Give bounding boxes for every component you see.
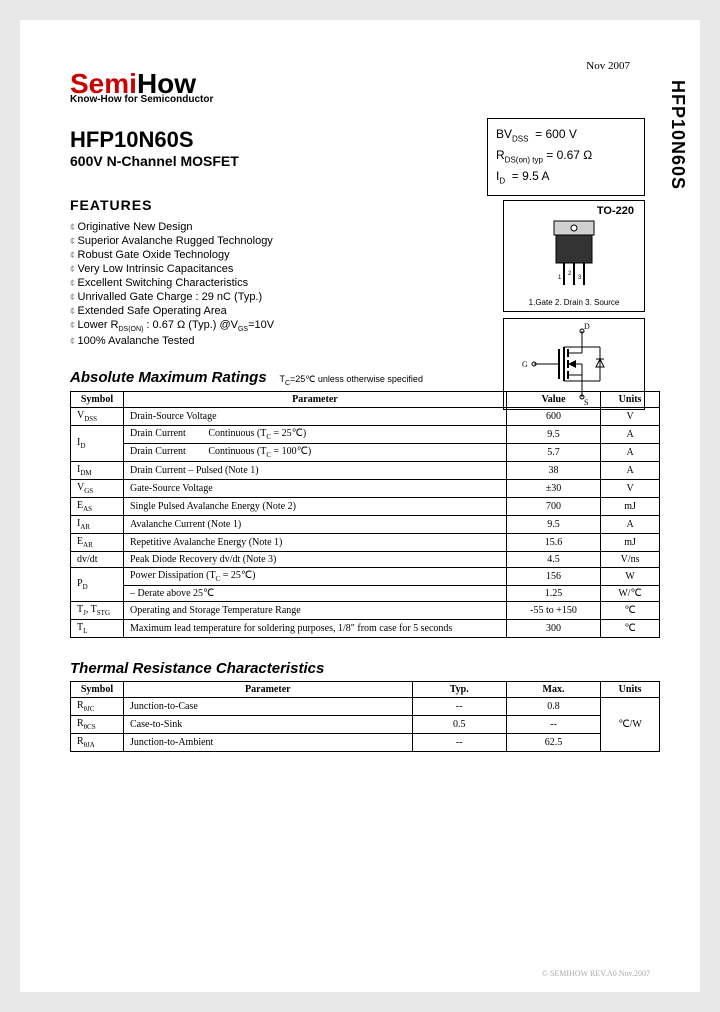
svg-text:3: 3 xyxy=(578,275,582,281)
cell: Maximum lead temperature for soldering p… xyxy=(124,619,507,637)
svg-text:D: D xyxy=(584,322,590,331)
cell: TJ, TSTG xyxy=(71,601,124,619)
cell: Junction-to-Case xyxy=(124,697,413,715)
cell: Drain Current – Pulsed (Note 1) xyxy=(124,461,507,479)
cell: Drain Current Continuous (TC = 25℃) xyxy=(124,425,507,443)
cell: 9.5 xyxy=(506,425,600,443)
spec-id: ID = 9.5 A xyxy=(496,167,636,188)
cell: EAS xyxy=(71,497,124,515)
logo-tagline: Know-How for Semiconductor xyxy=(70,94,660,105)
cell: RθJA xyxy=(71,733,124,751)
cell: VDSS xyxy=(71,407,124,425)
cell: Single Pulsed Avalanche Energy (Note 2) xyxy=(124,497,507,515)
mosfet-symbol-box: D S G xyxy=(503,318,645,410)
amr-heading: Absolute Maximum Ratings xyxy=(70,369,267,386)
cell: 62.5 xyxy=(506,733,600,751)
spec-rdson: RDS(on) typ = 0.67 Ω xyxy=(496,146,636,167)
cell: 5.7 xyxy=(506,443,600,461)
cell: -55 to +150 xyxy=(506,601,600,619)
svg-text:S: S xyxy=(584,398,588,407)
col-parameter: Parameter xyxy=(124,391,507,407)
svg-text:G: G xyxy=(522,360,528,369)
cell: RθJC xyxy=(71,697,124,715)
pin-labels: 1.Gate 2. Drain 3. Source xyxy=(504,298,644,307)
cell: 4.5 xyxy=(506,551,600,567)
cell: VGS xyxy=(71,479,124,497)
amr-condition: TC=25℃ unless otherwise specified xyxy=(279,374,423,384)
package-name: TO-220 xyxy=(597,205,634,217)
doc-date: Nov 2007 xyxy=(586,60,630,72)
cell: Repetitive Avalanche Energy (Note 1) xyxy=(124,533,507,551)
thermal-section: Thermal Resistance Characteristics xyxy=(70,660,660,677)
cell: -- xyxy=(412,733,506,751)
cell: A xyxy=(601,425,660,443)
cell: 0.8 xyxy=(506,697,600,715)
cell: Power Dissipation (TC = 25℃) xyxy=(124,567,507,585)
cell: V xyxy=(601,479,660,497)
cell: ID xyxy=(71,425,124,461)
side-part-number: HFP10N60S xyxy=(667,80,688,190)
col-parameter: Parameter xyxy=(124,681,413,697)
page-footer: © SEMIHOW REV.A0 Nov.2007 xyxy=(542,969,650,978)
cell: TL xyxy=(71,619,124,637)
cell: Operating and Storage Temperature Range xyxy=(124,601,507,619)
cell: 156 xyxy=(506,567,600,585)
svg-text:1: 1 xyxy=(558,275,562,281)
cell: mJ xyxy=(601,497,660,515)
cell: Case-to-Sink xyxy=(124,715,413,733)
cell: Peak Diode Recovery dv/dt (Note 3) xyxy=(124,551,507,567)
cell: IAR xyxy=(71,515,124,533)
cell: PD xyxy=(71,567,124,601)
to220-icon: 1 2 3 xyxy=(534,215,614,293)
cell: W/℃ xyxy=(601,585,660,601)
cell: V/ns xyxy=(601,551,660,567)
cell: Drain Current Continuous (TC = 100℃) xyxy=(124,443,507,461)
cell: -- xyxy=(412,697,506,715)
cell: A xyxy=(601,461,660,479)
cell: W xyxy=(601,567,660,585)
col-units: Units xyxy=(601,681,660,697)
cell: ±30 xyxy=(506,479,600,497)
cell: 300 xyxy=(506,619,600,637)
cell: dv/dt xyxy=(71,551,124,567)
cell: 700 xyxy=(506,497,600,515)
cell: A xyxy=(601,443,660,461)
cell: IDM xyxy=(71,461,124,479)
svg-text:2: 2 xyxy=(568,271,572,277)
spec-bvdss: BVDSS = 600 V xyxy=(496,125,636,146)
cell: Gate-Source Voltage xyxy=(124,479,507,497)
col-symbol: Symbol xyxy=(71,391,124,407)
datasheet-page: HFP10N60S Nov 2007 SemiHow Know-How for … xyxy=(20,20,700,992)
amr-table: Symbol Parameter Value Units VDSSDrain-S… xyxy=(70,391,660,638)
cell: ℃ xyxy=(601,601,660,619)
cell: Drain-Source Voltage xyxy=(124,407,507,425)
col-max: Max. xyxy=(506,681,600,697)
thermal-table: Symbol Parameter Typ. Max. Units RθJCJun… xyxy=(70,681,660,752)
cell: 15.6 xyxy=(506,533,600,551)
cell: Avalanche Current (Note 1) xyxy=(124,515,507,533)
cell: A xyxy=(601,515,660,533)
cell: – Derate above 25℃ xyxy=(124,585,507,601)
cell: Junction-to-Ambient xyxy=(124,733,413,751)
cell: 38 xyxy=(506,461,600,479)
col-typ: Typ. xyxy=(412,681,506,697)
cell: 0.5 xyxy=(412,715,506,733)
col-symbol: Symbol xyxy=(71,681,124,697)
key-specs-box: BVDSS = 600 V RDS(on) typ = 0.67 Ω ID = … xyxy=(487,118,645,196)
cell: ℃ xyxy=(601,619,660,637)
mosfet-symbol-icon: D S G xyxy=(504,319,644,409)
thermal-heading: Thermal Resistance Characteristics xyxy=(70,660,324,677)
cell: EAR xyxy=(71,533,124,551)
cell: ℃/W xyxy=(601,697,660,751)
brand-logo: SemiHow Know-How for Semiconductor xyxy=(70,70,660,105)
cell: RθCS xyxy=(71,715,124,733)
cell: 1.25 xyxy=(506,585,600,601)
package-box: TO-220 1 2 3 1.Gate 2. Drain 3. Source xyxy=(503,200,645,312)
cell: -- xyxy=(506,715,600,733)
cell: mJ xyxy=(601,533,660,551)
cell: 9.5 xyxy=(506,515,600,533)
